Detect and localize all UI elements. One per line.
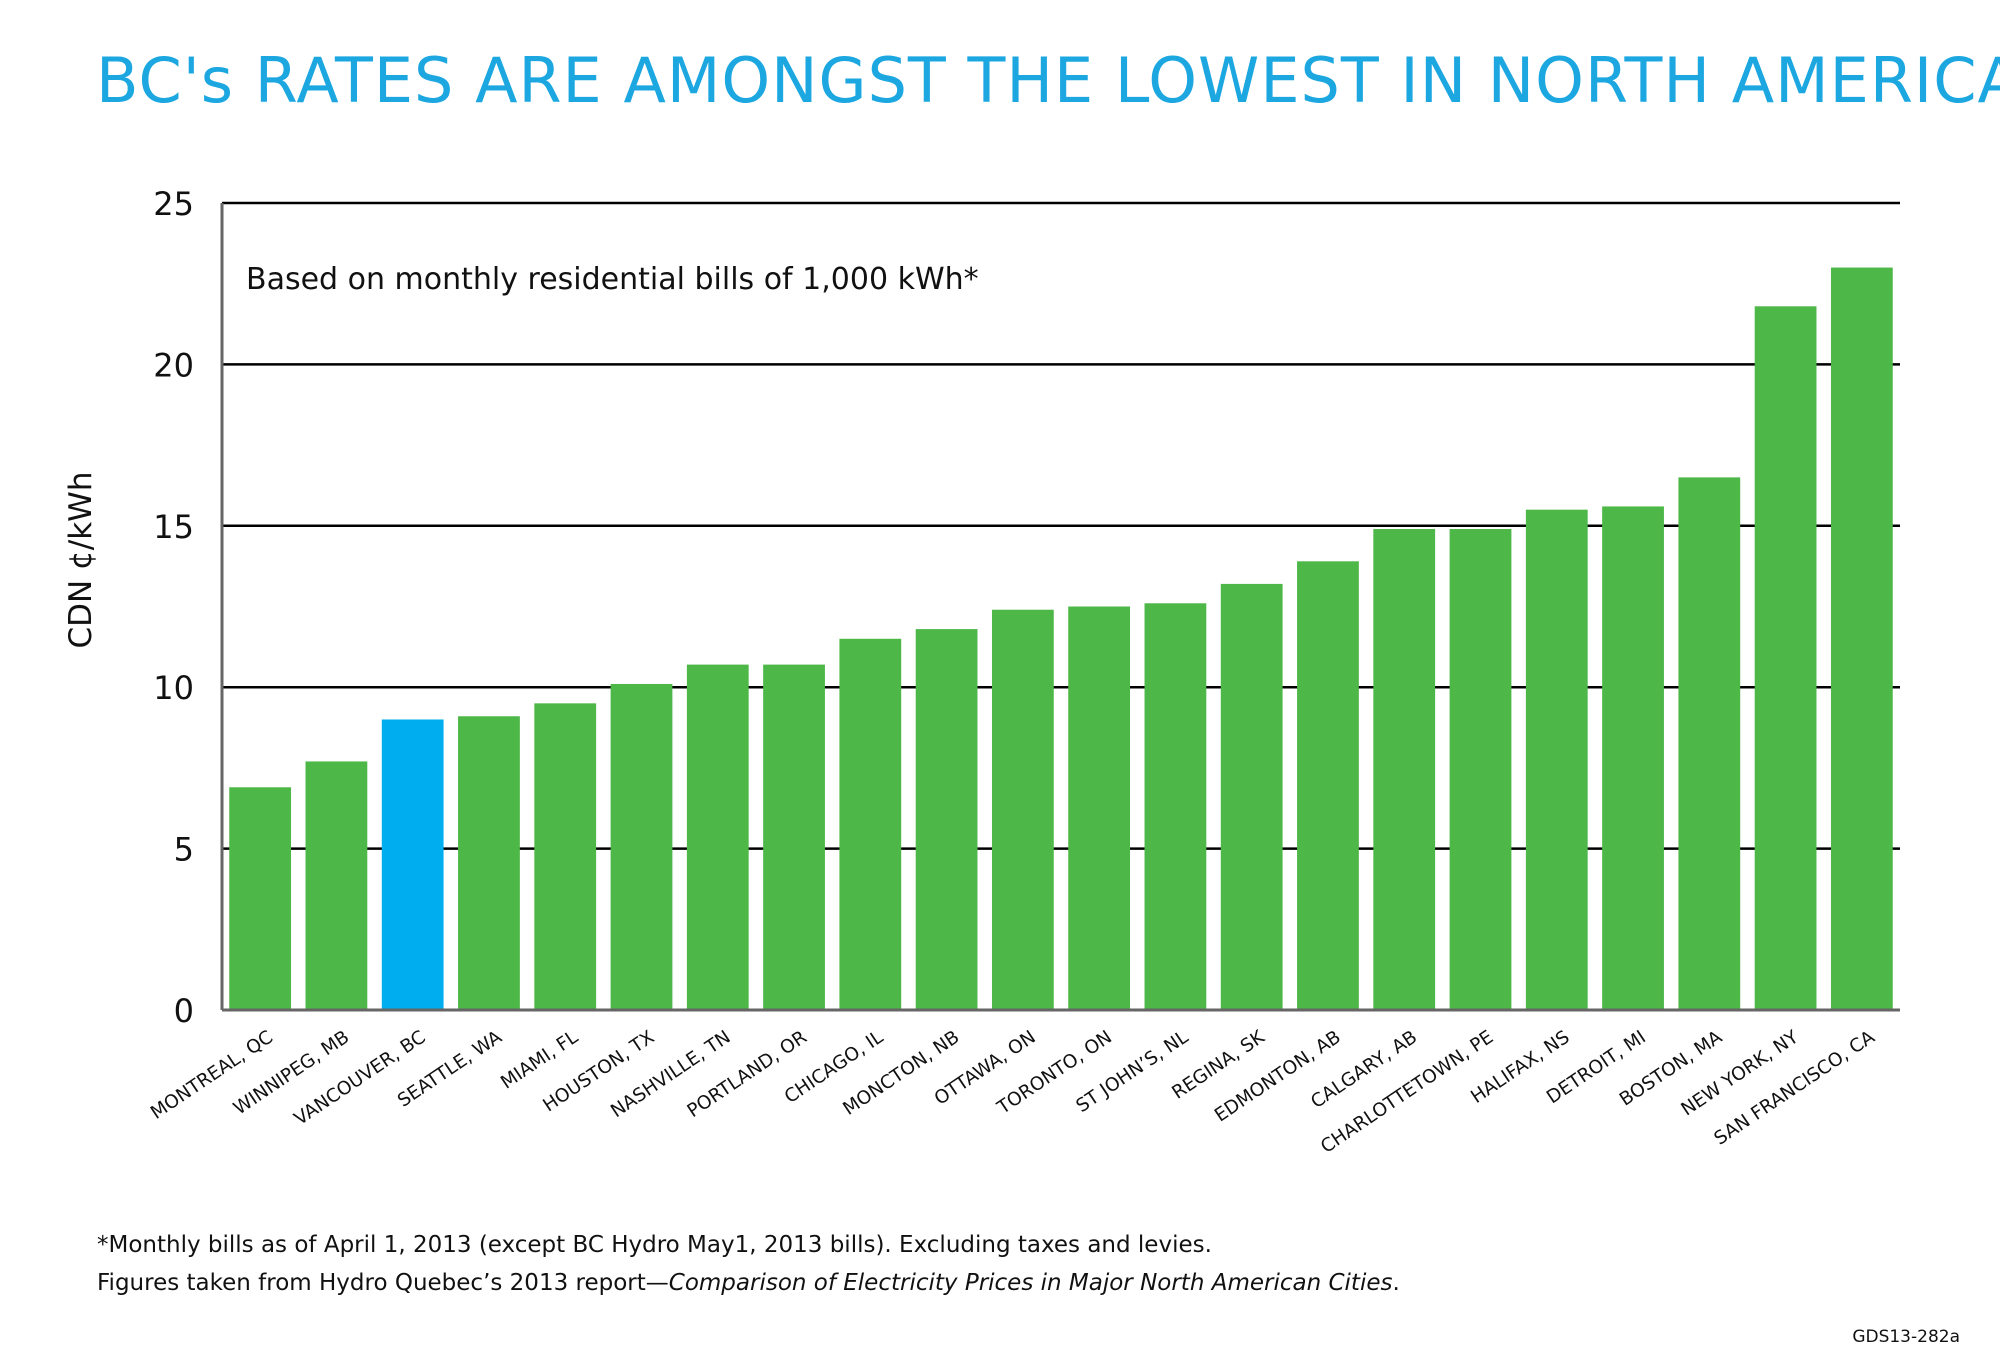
bar — [1678, 477, 1741, 1010]
chart-annotation: Based on monthly residential bills of 1,… — [246, 262, 979, 297]
y-tick-label: 15 — [153, 508, 194, 546]
bar — [1220, 583, 1283, 1010]
document-code: GDS13-282a — [1852, 1327, 1960, 1347]
x-tick-label: VANCOUVER, BC — [291, 1027, 430, 1130]
bar — [1373, 529, 1436, 1010]
bar — [458, 716, 520, 1010]
bar — [1754, 306, 1817, 1010]
bar — [381, 719, 444, 1010]
chart-title: BC's RATES ARE AMONGST THE LOWEST IN NOR… — [96, 44, 2000, 117]
x-tick-label: MONTREAL, QC — [147, 1027, 277, 1124]
bar — [229, 787, 292, 1010]
bar — [915, 629, 978, 1010]
bar — [1144, 603, 1207, 1010]
axes — [220, 203, 1900, 1012]
footnote-line-1: *Monthly bills as of April 1, 2013 (exce… — [97, 1232, 1212, 1258]
bar — [839, 638, 902, 1010]
footnote-line-2: Figures taken from Hydro Quebec’s 2013 r… — [97, 1270, 1400, 1296]
bar — [534, 703, 597, 1010]
y-tick-label: 0 — [174, 992, 194, 1030]
bar — [1830, 267, 1893, 1010]
bar — [763, 664, 825, 1010]
bar — [686, 664, 749, 1010]
x-tick-label: EDMONTON, AB — [1211, 1027, 1345, 1127]
bars — [229, 267, 1893, 1010]
footnote-report-title: Comparison of Electricity Prices in Majo… — [668, 1270, 1393, 1296]
bar — [991, 609, 1054, 1010]
y-tick-label: 20 — [153, 346, 194, 384]
y-tick-label: 25 — [153, 185, 194, 223]
footnote-suffix: . — [1392, 1270, 1400, 1296]
y-tick-label: 10 — [153, 669, 194, 707]
bar — [1068, 606, 1131, 1010]
footnote-prefix: Figures taken from Hydro Quebec’s 2013 r… — [97, 1270, 669, 1296]
bar — [1449, 529, 1512, 1010]
bar — [1297, 561, 1359, 1010]
y-tick-label: 5 — [174, 831, 194, 869]
bar — [1525, 509, 1588, 1010]
bar — [610, 683, 673, 1010]
bar — [305, 761, 368, 1010]
bar — [1602, 506, 1664, 1010]
y-axis-label: CDN ¢/kWh — [63, 472, 99, 649]
